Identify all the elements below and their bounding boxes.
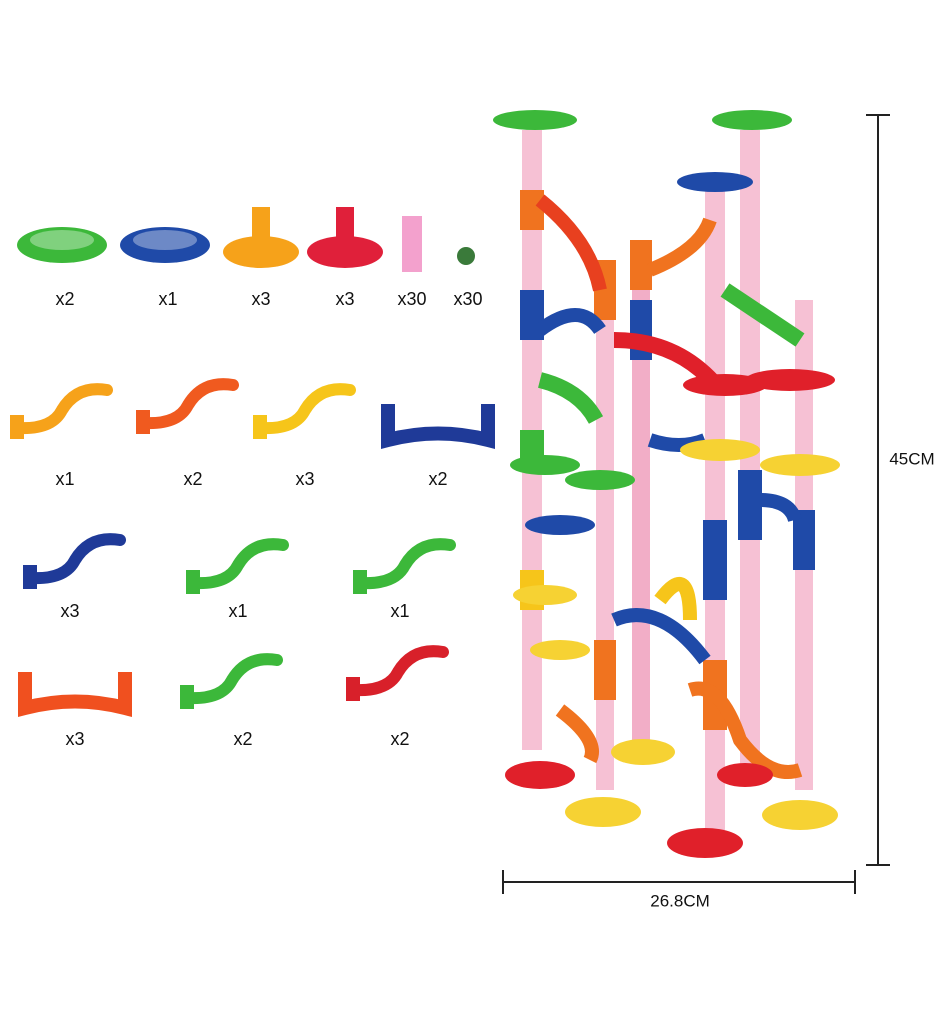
piece-rim [30,230,94,250]
piece [457,247,475,265]
base [505,761,575,789]
track [535,194,607,292]
quantity-label: x1 [228,601,247,621]
piece-post [180,685,194,709]
base [611,739,675,765]
track [611,608,711,665]
connector [738,470,762,540]
track [537,372,604,425]
piece [18,672,132,718]
quantity-label: x1 [158,289,177,309]
platform [530,640,590,660]
piece-post [253,415,267,439]
quantity-label: x3 [295,469,314,489]
width-label: 26.8CM [650,891,710,910]
piece [187,538,289,590]
height-label: 45CM [889,449,934,468]
piece-post [353,570,367,594]
funnel [493,110,577,130]
funnel [712,110,792,130]
label-backdrop [882,445,942,475]
tower [493,110,840,858]
piece-rim [133,230,197,250]
piece-neck [252,207,270,249]
piece [120,227,210,263]
piece [381,404,495,450]
platform [513,585,577,605]
piece [307,236,383,268]
quantity-label: x3 [335,289,354,309]
platform [510,455,580,475]
quantity-label: x2 [55,289,74,309]
connector [520,190,544,230]
piece-post [23,565,37,589]
track [555,704,599,764]
parts-list: x2 x1 x3 x3 x30 x30 x1 x2 x3 x2 x3 x1 x1 x3 x2 x2 [10,207,495,749]
pillar [596,260,614,790]
connector [703,520,727,600]
base [667,828,743,858]
quantity-label: x30 [453,289,482,309]
base [717,763,773,787]
pillar [705,190,725,830]
piece [17,227,107,263]
piece [254,383,356,435]
connector [793,510,815,570]
quantity-label: x30 [397,289,426,309]
quantity-label: x1 [55,469,74,489]
base [565,797,641,827]
piece [402,216,422,272]
track [535,308,606,336]
piece [354,538,456,590]
dimension-lines [502,114,890,894]
piece [347,645,449,697]
track [687,681,803,779]
platform [565,470,635,490]
track [720,283,805,347]
connector [520,290,544,340]
connector [630,240,652,290]
piece-post [136,410,150,434]
piece-post [346,677,360,701]
platform [683,374,767,396]
platform [745,369,835,391]
quantity-label: x3 [65,729,84,749]
funnel [677,172,753,192]
track [654,577,697,621]
quantity-label: x2 [390,729,409,749]
platform [525,515,595,535]
platform [760,454,840,476]
piece [11,383,113,435]
piece [137,378,239,430]
piece-post [186,570,200,594]
connector [594,640,616,700]
platform [680,439,760,461]
quantity-label: x2 [183,469,202,489]
quantity-label: x3 [251,289,270,309]
piece [181,653,283,705]
piece [223,236,299,268]
quantity-label: x3 [60,601,79,621]
quantity-label: x2 [233,729,252,749]
base [762,800,838,830]
piece [24,533,126,585]
track [647,217,717,277]
quantity-label: x1 [390,601,409,621]
piece-neck [336,207,354,249]
track [759,493,802,523]
piece-post [10,415,24,439]
quantity-label: x2 [428,469,447,489]
